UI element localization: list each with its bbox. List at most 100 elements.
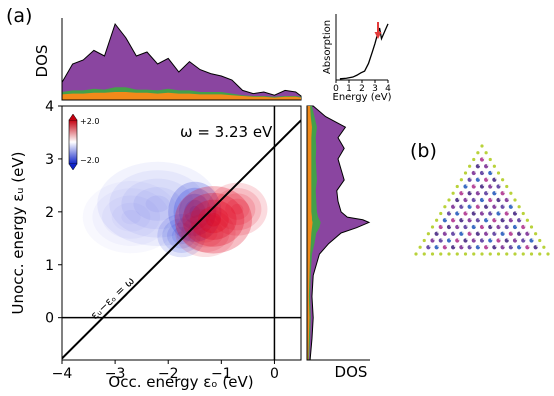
edge-atom — [447, 252, 451, 256]
bond-atom — [457, 211, 460, 214]
edge-atom — [447, 198, 451, 202]
x-tick-label: 0 — [270, 366, 279, 382]
x-tick-label: −4 — [52, 366, 73, 382]
bond-atom — [503, 191, 506, 193]
bond-atom — [486, 177, 489, 180]
bond-atom — [490, 184, 493, 187]
bond-atom — [474, 224, 477, 227]
edge-atom — [488, 157, 492, 162]
bond-atom — [466, 238, 468, 241]
map-frame — [61, 105, 302, 361]
positive-blob-2-layer-2 — [193, 223, 218, 243]
negative-blob-1-layer-4 — [162, 218, 201, 253]
map-ticks: −4 −3 −2 −1 0 0 1 2 3 4 — [45, 99, 279, 382]
bond-atom — [507, 224, 510, 227]
edge-atom — [430, 252, 435, 256]
bond-atom — [457, 238, 460, 241]
bond-atom — [441, 224, 444, 227]
bond-atom — [486, 204, 489, 207]
bond-atom — [515, 211, 518, 214]
edge-atom — [496, 171, 501, 175]
positive-blob-1-layer-3 — [219, 193, 256, 226]
edge-atom — [546, 252, 550, 256]
x-tick-label: −1 — [211, 366, 232, 382]
negative-blob-0-layer-4 — [173, 187, 217, 236]
positive-blob-1-layer-4 — [213, 188, 262, 231]
edge-atom — [426, 232, 430, 236]
positive-blob-1-layer-5 — [207, 182, 268, 236]
edge-atom — [496, 252, 501, 256]
bond-atom — [511, 245, 514, 247]
bond-atom — [437, 231, 440, 234]
bond-atom — [462, 204, 464, 207]
bond-atom — [507, 211, 510, 214]
dos-right-xlabel: DOS — [335, 363, 368, 381]
dos-top-area-purple — [61, 22, 302, 101]
edge-atom — [418, 245, 422, 249]
bond-atom — [503, 218, 506, 220]
bond-atom — [474, 238, 477, 241]
bond-atom — [528, 245, 530, 247]
bond-atom — [495, 191, 497, 193]
bond-atom — [466, 197, 468, 200]
edge-atom — [529, 225, 534, 229]
negative-blob-2-layer-3 — [121, 178, 194, 230]
dos-right-panel: DOS — [306, 105, 371, 381]
bond-atom — [490, 238, 493, 241]
negative-blob-1-layer-3 — [167, 222, 196, 249]
bond-atom — [499, 238, 501, 241]
dos-top-areas — [61, 22, 302, 101]
edge-atom — [435, 218, 439, 222]
negative-blob-1-layer-5 — [157, 213, 206, 258]
bond-atom — [470, 245, 473, 247]
negative-blob-0-layer-3 — [178, 193, 211, 230]
bond-atom — [523, 224, 526, 227]
bond-atom — [482, 211, 485, 214]
bond-atom — [519, 218, 522, 220]
bond-atom — [519, 231, 522, 234]
absorption-x-tick-label: 4 — [385, 84, 391, 94]
positive-blob-2-layer-1 — [199, 228, 212, 238]
bond-atom — [490, 211, 493, 214]
bond-atom — [470, 204, 473, 207]
y-tick-label: 1 — [45, 258, 54, 274]
edge-atom — [455, 252, 459, 256]
bond-atom — [495, 204, 497, 207]
bond-atom — [499, 184, 501, 187]
edge-atom — [488, 252, 492, 256]
bond-atom — [478, 245, 481, 247]
dos-top-panel: DOS — [33, 18, 302, 101]
positive-blob-0-layer-2 — [197, 206, 229, 234]
bond-atom — [441, 238, 444, 241]
bond-atom — [474, 170, 477, 173]
bond-atom — [437, 245, 440, 247]
map-ylabel: Unocc. energy εᵤ (eV) — [9, 152, 27, 315]
bond-atom — [482, 170, 485, 173]
bond-atom — [453, 218, 456, 220]
bond-atom — [486, 245, 489, 247]
bond-atom — [470, 177, 473, 180]
bond-atom — [519, 245, 522, 247]
edge-atom — [439, 211, 443, 216]
positive-blob-0-layer-1 — [205, 213, 222, 227]
edge-atom — [439, 252, 443, 256]
edge-atom — [451, 191, 455, 195]
bond-atom — [532, 238, 534, 241]
positive-blob-2-layer-5 — [175, 208, 236, 258]
bond-atom — [499, 224, 501, 227]
negative-blob-1-layer-2 — [171, 226, 192, 245]
absorption-xlabel: Energy (eV) — [333, 92, 392, 103]
bond-atom — [482, 157, 485, 160]
dos-right-area-purple — [306, 105, 371, 361]
absorption-x-tick-label: 3 — [372, 84, 378, 94]
bond-atom — [470, 191, 473, 193]
bond-atom — [486, 218, 489, 220]
edge-atom — [422, 252, 426, 256]
negative-blob-2-layer-5 — [97, 161, 218, 246]
colorbar-max-label: +2.0 — [80, 117, 99, 126]
panel-label-a: (a) — [6, 5, 32, 27]
bond-atom — [449, 224, 452, 227]
bond-atom — [474, 211, 477, 214]
omega-annotation: ω = 3.23 eV — [180, 123, 273, 141]
